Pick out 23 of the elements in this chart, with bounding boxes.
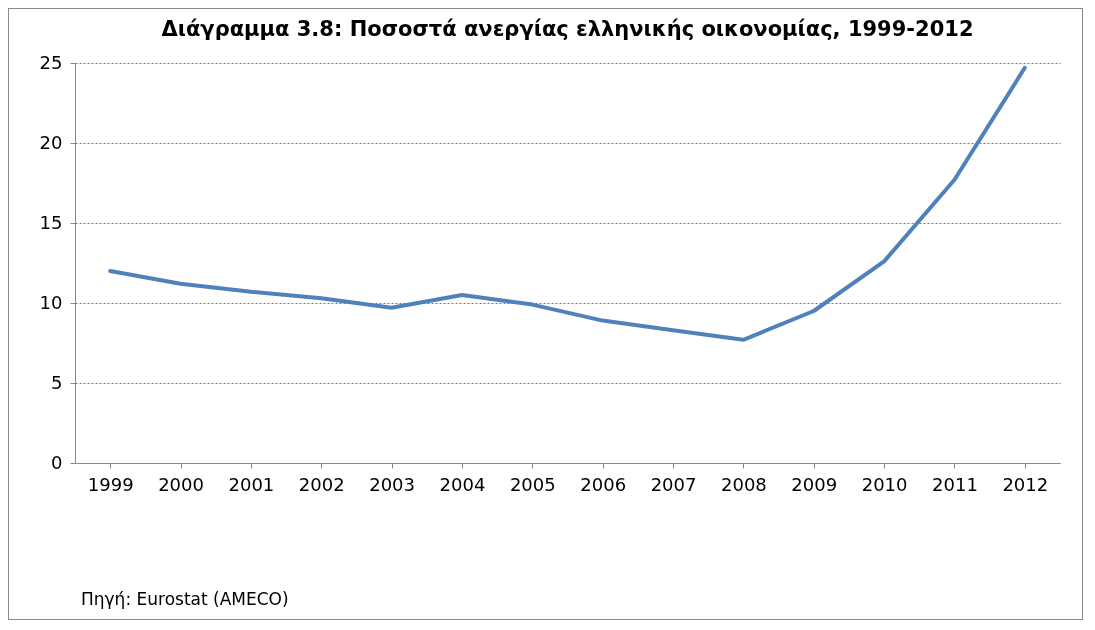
line-series — [108, 65, 1027, 342]
x-tick-label: 1999 — [87, 473, 134, 495]
text: Πηγή: Eurostat (AMECO) — [81, 589, 289, 609]
x-tick-label: 2007 — [650, 473, 697, 495]
x-tick-label: 2012 — [1002, 473, 1049, 495]
x-tick-label: 2008 — [720, 473, 767, 495]
x-tick-label: 2011 — [932, 473, 978, 495]
x-tick-label: 2009 — [791, 473, 838, 495]
x-tick-label: 2001 — [228, 473, 275, 495]
x-tick-label: 2010 — [861, 473, 908, 495]
y-tick-label: 20 — [39, 131, 63, 153]
y-tick-label: 10 — [39, 291, 63, 313]
x-tick-label: 2005 — [509, 473, 556, 495]
x-tick-label: 2006 — [580, 473, 627, 495]
x-tick-label: 2002 — [298, 473, 345, 495]
y-tick-label: 0 — [51, 451, 63, 473]
y-tick-label: 5 — [51, 371, 63, 393]
x-tick-label: 2003 — [369, 473, 416, 495]
y-tick-label: 15 — [39, 211, 63, 233]
y-tick-label: 25 — [39, 51, 63, 73]
x-tick-label: 2000 — [158, 473, 204, 495]
chart-title: Διάγραμμα 3.8: Ποσοστά ανεργίας ελληνικής οικονομίας, 1999-2012 — [161, 17, 974, 41]
x-tick-label: 2004 — [439, 473, 486, 495]
